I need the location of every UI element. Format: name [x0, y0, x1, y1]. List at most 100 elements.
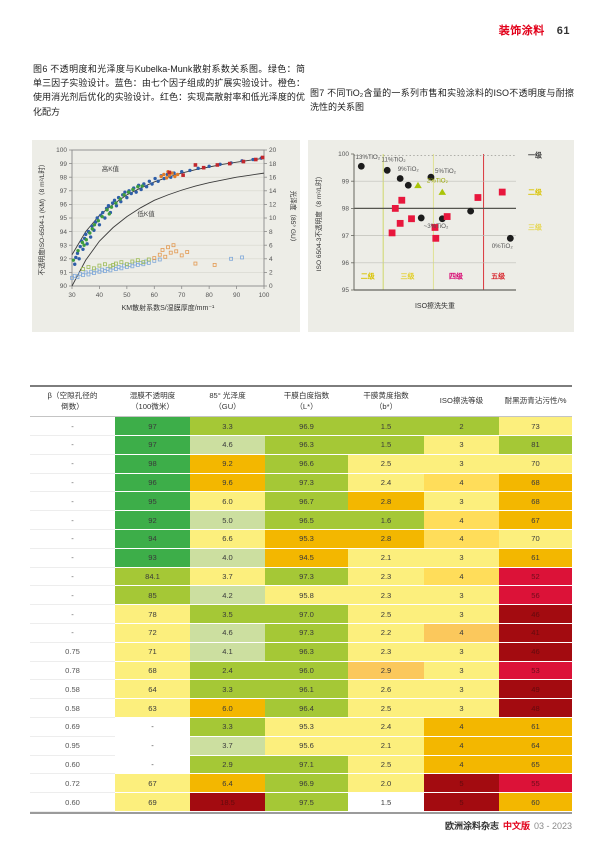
table-cell: 94.5	[265, 548, 348, 568]
table-cell: 3	[424, 586, 499, 606]
table-cell: 4.6	[190, 436, 265, 455]
table-header-cell: ISO擦洗等级	[439, 396, 484, 406]
table-cell: 78	[115, 605, 190, 625]
table-cell: 4	[424, 511, 499, 531]
table-cell: 67	[115, 774, 190, 794]
svg-text:6: 6	[269, 242, 273, 249]
table-cell: 96.1	[265, 680, 348, 700]
table-cell: 2	[424, 417, 499, 437]
figure-7-scatter-chart: 95 96 97 98 99 100 13%TiO₂ 11%TiO₂ 9%TiO₂ 5%TiO₂ 2…	[314, 151, 543, 310]
table-cell: 4	[424, 736, 499, 756]
table-cell: 0.78	[30, 661, 115, 681]
table-row: 0.60 69 18.5 97.5 1.5 5 60	[30, 793, 572, 812]
table-cell: 96	[115, 473, 190, 493]
table-row: 0.95-3.7 95.6 2.1 4 64	[30, 736, 572, 756]
figure-6-caption: 图6 不透明度和光泽度与Kubelka-Munk散射系数关系图。绿色：简单三因子…	[33, 64, 305, 117]
table-cell: 2.4	[348, 473, 424, 493]
table-cell: 4.0	[190, 548, 265, 568]
table-cell: -	[30, 473, 115, 493]
table-cell: -	[30, 436, 115, 455]
svg-text:14: 14	[269, 188, 277, 195]
table-cell: 3.3	[190, 417, 265, 437]
svg-text:一级: 一级	[528, 151, 543, 160]
svg-text:低K值: 低K值	[137, 209, 155, 218]
table-cell: 52	[499, 567, 572, 587]
table-cell: 1.5	[348, 793, 424, 812]
svg-text:光泽度（85° GU）: 光泽度（85° GU）	[289, 191, 298, 246]
table-cell: 3	[424, 680, 499, 700]
table-cell: 3.3	[190, 718, 265, 737]
svg-text:99: 99	[60, 161, 68, 168]
table-cell: 96.9	[265, 774, 348, 794]
table-row: 0.69-3.3 95.3 2.4 4 61	[30, 718, 572, 737]
table-cell: 3	[424, 454, 499, 474]
table-cell: 2.1	[348, 736, 424, 756]
table-cell: 3	[424, 436, 499, 455]
svg-text:90: 90	[60, 283, 68, 290]
table-cell: 65	[499, 755, 572, 775]
table-cell: 2.8	[348, 492, 424, 512]
table-cell: 96.0	[265, 661, 348, 681]
table-cell: 4	[424, 473, 499, 493]
svg-text:二级: 二级	[528, 187, 543, 196]
svg-text:18: 18	[269, 161, 277, 168]
table-cell: 97	[115, 417, 190, 437]
table-cell: 4	[424, 755, 499, 775]
svg-text:10: 10	[269, 215, 277, 222]
table-header-cell: 干膜白度指数 （L*）	[283, 391, 330, 411]
table-row: -92 5.0 96.5 1.6 4 67	[30, 511, 572, 531]
table-cell: 68	[499, 473, 572, 493]
table-cell: 3.3	[190, 680, 265, 700]
table-cell: 97.3	[265, 473, 348, 493]
table-header-cell: 85° 光泽度 （GU）	[209, 391, 246, 411]
table-cell: -	[30, 417, 115, 437]
footer-journal-title: 欧洲涂料杂志	[444, 821, 499, 831]
figure-7-caption: 图7 不同TiO₂含量的一系列市售和实验涂料的ISO不透明度与耐擦洗性的关系图	[310, 88, 574, 113]
svg-text:12: 12	[269, 202, 277, 209]
table-cell: 3	[424, 661, 499, 681]
table-row: -97 3.3 96.9 1.5 2 73	[30, 417, 572, 437]
svg-text:11%TiO₂: 11%TiO₂	[382, 157, 407, 164]
table-cell: -	[30, 567, 115, 587]
table-cell: 96.9	[265, 417, 348, 437]
table-row: -97 4.6 96.3 1.5 3 81	[30, 436, 572, 455]
table-row: 0.75 71 4.1 96.3 2.3 3 46	[30, 642, 572, 662]
table-cell: 49	[499, 680, 572, 700]
table-cell: 96.7	[265, 492, 348, 512]
table-cell: 97.0	[265, 605, 348, 625]
table-cell: 9.6	[190, 473, 265, 493]
footer-edition: 中文版	[502, 821, 530, 831]
table-cell: 95	[115, 492, 190, 512]
svg-text:100: 100	[259, 292, 270, 299]
svg-text:4: 4	[269, 256, 273, 263]
svg-text:8: 8	[269, 229, 273, 236]
table-cell: 63	[115, 699, 190, 718]
svg-text:2%TiO₂: 2%TiO₂	[427, 178, 449, 185]
table-cell: 46	[499, 642, 572, 662]
svg-text:30: 30	[68, 292, 76, 299]
table-cell: 0.75	[30, 642, 115, 662]
table-cell: -	[30, 624, 115, 643]
table-row: 0.60-2.9 97.1 2.5 4 65	[30, 755, 572, 775]
table-cell: 2.6	[348, 680, 424, 700]
table-cell: 70	[499, 454, 572, 474]
table-cell: 96.4	[265, 699, 348, 718]
table-cell: 73	[499, 417, 572, 437]
table-cell: 1.6	[348, 511, 424, 531]
table-cell: 6.4	[190, 774, 265, 794]
table-cell: 0.69	[30, 718, 115, 737]
table-cell: 2.5	[348, 755, 424, 775]
table-cell: 69	[115, 793, 190, 812]
svg-text:92: 92	[60, 256, 68, 263]
table-cell: 96.3	[265, 436, 348, 455]
table-cell: 2.3	[348, 586, 424, 606]
table-cell: 3.5	[190, 605, 265, 625]
svg-text:100: 100	[56, 147, 67, 154]
svg-text:94: 94	[60, 229, 68, 236]
table-cell: 5	[424, 774, 499, 794]
svg-text:9%TiO₂: 9%TiO₂	[398, 166, 420, 173]
figure-6-scatter-chart: 30 40 50 60 70 80 90 10090919293949596979899100…	[37, 147, 298, 312]
table-cell: 1.5	[348, 436, 424, 455]
table-cell: -	[30, 548, 115, 568]
